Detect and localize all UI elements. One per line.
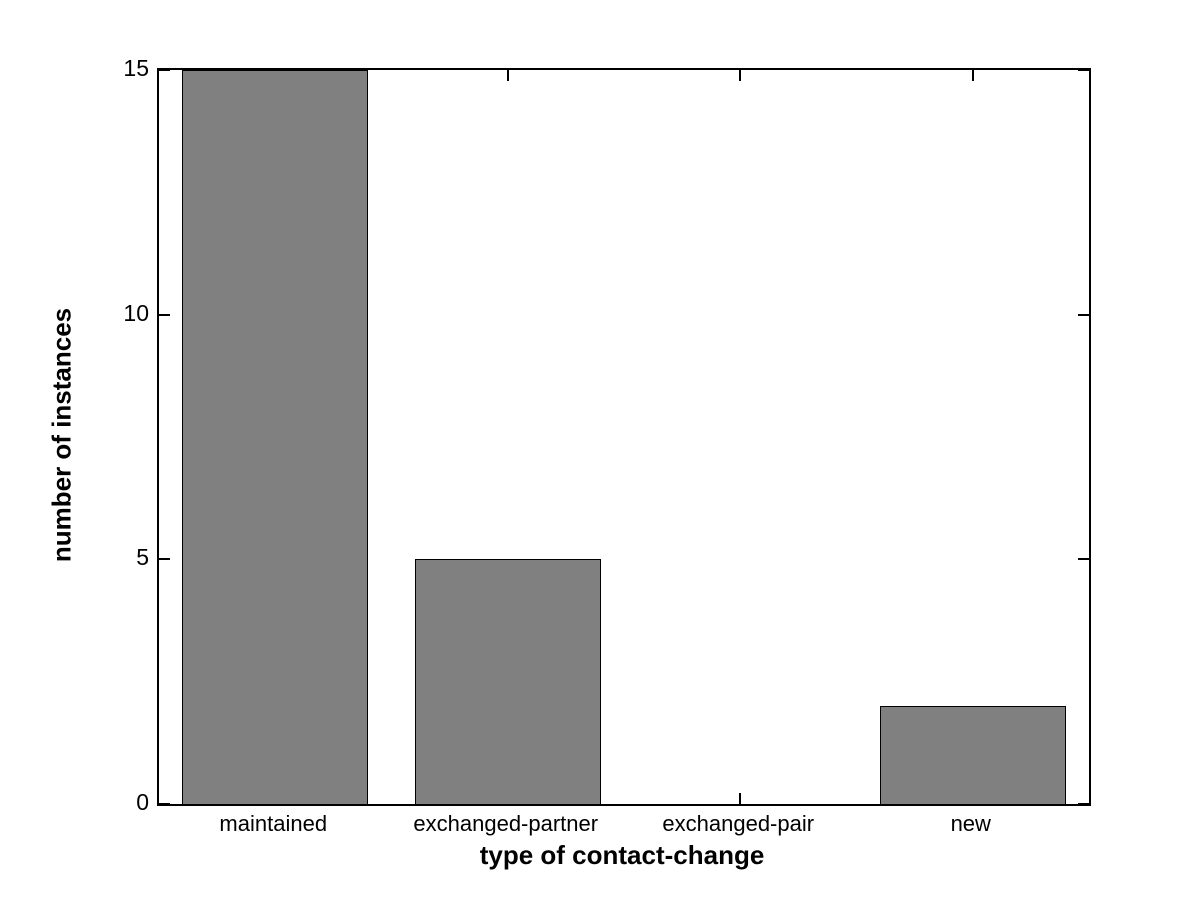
x-tick-mark-top <box>971 70 974 81</box>
y-tick-mark-left <box>159 313 170 316</box>
y-tick-mark-right <box>1078 313 1089 316</box>
y-tick-mark-right <box>1078 69 1089 71</box>
y-tick-label: 0 <box>136 789 149 815</box>
y-axis-label: number of instances <box>46 307 77 563</box>
x-tick-label: exchanged-pair <box>662 811 815 836</box>
bar-exchanged-partner <box>414 559 601 804</box>
y-tick-mark-left <box>159 803 170 805</box>
y-tick-mark-right <box>1078 558 1089 561</box>
bar-new <box>879 706 1066 804</box>
x-tick-label: exchanged-partner <box>413 811 599 836</box>
y-tick-mark-right <box>1078 803 1089 805</box>
y-tick-label: 15 <box>123 55 149 81</box>
bar-maintained <box>182 70 369 804</box>
y-tick-label: 10 <box>123 299 149 326</box>
y-tick-label: 5 <box>136 544 149 571</box>
y-tick-mark-left <box>159 69 170 71</box>
x-axis-label: type of contact-change <box>479 840 765 870</box>
x-tick-label: maintained <box>219 811 328 836</box>
x-tick-mark-top <box>506 70 509 81</box>
x-tick-label: new <box>950 811 991 836</box>
x-tick-mark-top <box>739 70 742 81</box>
plot-area <box>157 68 1091 806</box>
y-tick-mark-left <box>159 558 170 561</box>
x-tick-mark-bottom <box>739 793 742 804</box>
